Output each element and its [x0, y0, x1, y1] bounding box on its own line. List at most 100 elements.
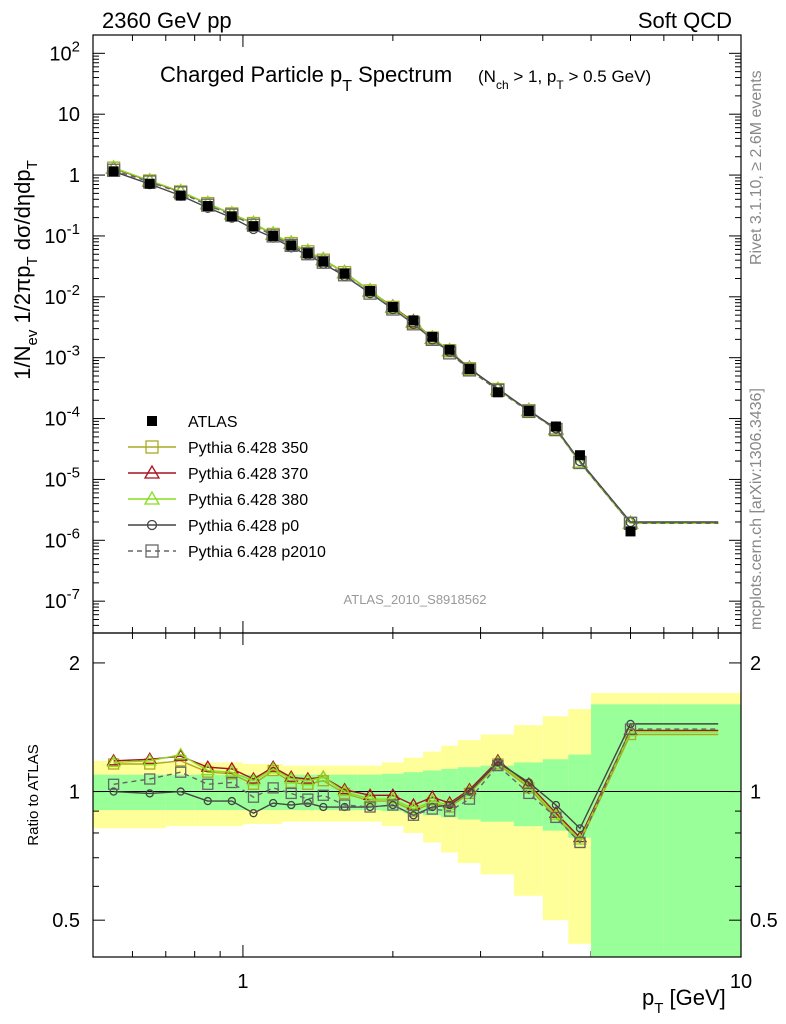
- data-point: [142, 752, 157, 764]
- atlas-data-point: [108, 166, 119, 177]
- atlas-data-point: [339, 268, 350, 279]
- data-point: [146, 519, 158, 531]
- data-point: [575, 824, 585, 833]
- data-point: [203, 796, 212, 806]
- data-point: [227, 796, 236, 806]
- legend-label: Pythia 6.428 350: [188, 440, 308, 457]
- data-point: [463, 793, 476, 805]
- svg-text:1/Nev 1/2πpT dσ/dηdpT: 1/Nev 1/2πpT dσ/dηdpT: [10, 160, 41, 380]
- ratio-y-tick-label-left: 0.5: [52, 910, 80, 932]
- data-point: [523, 787, 535, 800]
- data-point: [106, 755, 121, 768]
- data-point: [493, 758, 503, 767]
- ratio-series-line: [113, 733, 719, 844]
- data-point: [224, 764, 239, 777]
- analysis-id: ATLAS_2010_S8918562: [344, 592, 487, 607]
- header-left: 2360 GeV pp: [102, 8, 232, 33]
- data-point: [284, 238, 298, 253]
- y-tick-label: 10-5: [44, 464, 80, 491]
- title-sub: T: [342, 78, 352, 95]
- atlas-data-point: [302, 248, 313, 259]
- atlas-data-point: [286, 240, 297, 251]
- data-point: [266, 761, 281, 774]
- data-point: [445, 800, 454, 810]
- legend-marker-atlas: [147, 416, 157, 426]
- title-cut-mid: > 1, p: [509, 67, 557, 86]
- data-point: [142, 753, 157, 766]
- data-point: [492, 759, 504, 772]
- data-point: [442, 795, 457, 808]
- y-tick-label: 10-4: [44, 404, 80, 431]
- ratio-y-tick-label-right: 1: [750, 782, 761, 804]
- data-point: [426, 803, 438, 815]
- ratio-series-line: [113, 729, 719, 839]
- data-point: [267, 782, 279, 794]
- atlas-data-point: [175, 190, 186, 201]
- title-main: Charged Particle p: [160, 62, 342, 87]
- data-point: [246, 771, 261, 784]
- data-point: [173, 747, 188, 760]
- data-point: [572, 832, 588, 845]
- ratio-y-tick-label-left: 1: [69, 782, 80, 804]
- atlas-data-point: [318, 256, 329, 267]
- svg-text:Charged Particle pT Spectrum: Charged Particle pT Spectrum: [160, 62, 452, 95]
- title-cut-sub2: T: [556, 78, 564, 92]
- atlas-data-point: [268, 230, 279, 241]
- data-point: [246, 218, 261, 232]
- data-point: [364, 801, 376, 813]
- data-point: [143, 464, 161, 479]
- atlas-data-point: [464, 364, 475, 375]
- data-point: [109, 787, 118, 796]
- atlas-data-point: [408, 315, 419, 326]
- data-point: [285, 787, 297, 800]
- atlas-data-point: [444, 344, 455, 355]
- atlas-data-point: [523, 406, 534, 417]
- ratio-y-tick-label-left: 2: [69, 653, 80, 675]
- ratio-series-line: [113, 731, 719, 842]
- data-point: [465, 787, 474, 796]
- ratio-ylabel: Ratio to ATLAS: [25, 744, 42, 845]
- svg-text:(Nch > 1, pT > 0.5 GeV): (Nch > 1, pT > 0.5 GeV): [478, 67, 651, 92]
- data-point: [522, 404, 536, 419]
- y-tick-label: 1: [69, 165, 80, 187]
- legend-label: Pythia 6.428 380: [188, 492, 308, 509]
- atlas-data-point: [365, 285, 376, 296]
- data-point: [303, 798, 312, 808]
- atlas-data-point: [625, 526, 636, 537]
- data-point: [571, 454, 589, 469]
- data-point: [300, 771, 315, 784]
- data-point: [176, 787, 185, 796]
- data-point: [624, 723, 637, 735]
- data-point: [144, 773, 156, 785]
- data-point: [301, 247, 315, 261]
- header-right: Soft QCD: [638, 8, 732, 33]
- main-ylabel: 1/Nev 1/2πpT dσ/dηdpT: [10, 160, 41, 380]
- uncertainty-band-green: [441, 768, 458, 818]
- legend-label: ATLAS: [188, 414, 238, 431]
- data-point: [316, 255, 330, 269]
- data-point: [551, 800, 561, 810]
- data-point: [337, 784, 352, 797]
- data-point: [385, 791, 401, 804]
- legend-label: Pythia 6.428 370: [188, 466, 308, 483]
- title-cut: (N: [478, 67, 496, 86]
- data-point: [284, 771, 299, 784]
- data-point: [226, 776, 238, 789]
- data-point: [247, 791, 260, 803]
- data-point: [317, 789, 329, 801]
- data-point: [524, 778, 533, 787]
- data-point: [319, 802, 328, 812]
- data-point: [302, 793, 314, 805]
- data-point: [462, 363, 477, 377]
- data-point: [246, 773, 261, 786]
- legend-label: Pythia 6.428 p2010: [188, 544, 326, 561]
- y-tick-label: 10-3: [44, 343, 80, 370]
- series-line: [113, 169, 719, 525]
- uncertainty-band-green: [542, 759, 569, 831]
- data-point: [200, 759, 215, 772]
- data-point: [409, 811, 418, 820]
- y-tick-label: 10: [58, 104, 80, 126]
- data-point: [201, 198, 215, 212]
- data-point: [266, 759, 281, 772]
- data-point: [387, 799, 399, 811]
